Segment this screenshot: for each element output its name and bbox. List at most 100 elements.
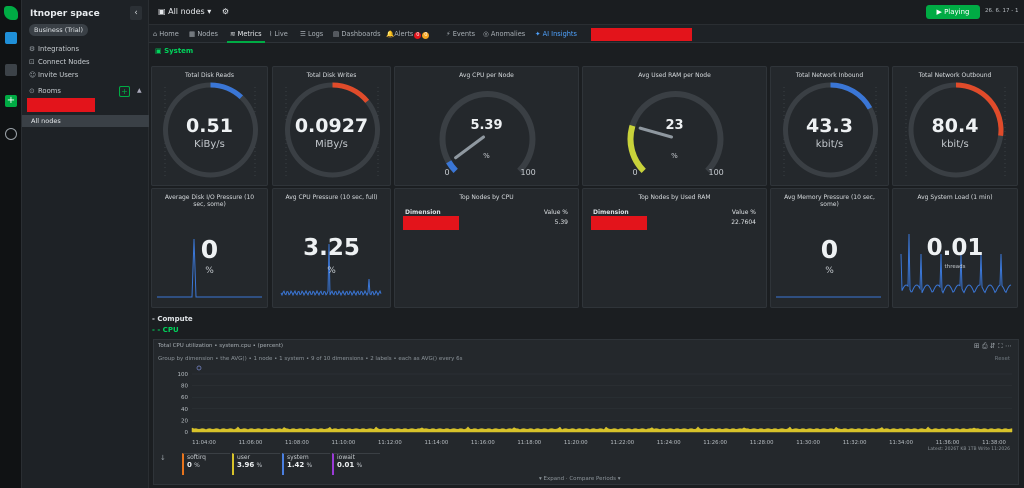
collapse-sidebar-button[interactable]: ‹ [130, 6, 142, 20]
tab-nodes[interactable]: ▦ Nodes [189, 30, 218, 38]
legend-item[interactable]: softirq 0 % [182, 453, 230, 475]
x-tick-label: 11:18:00 [517, 440, 541, 446]
redacted-node[interactable] [403, 216, 459, 230]
table-header-dimension[interactable]: Dimension [593, 209, 629, 216]
tab-alerts[interactable]: 🔔Alerts 0 0 [386, 30, 430, 39]
netdata-logo-icon[interactable] [4, 6, 18, 20]
menu-invite-users[interactable]: ☺ Invite Users [29, 71, 79, 79]
sort-icon[interactable]: ↓ [160, 454, 166, 462]
gauge-panel[interactable]: Total Network Inbound 43.3 kbit/s [770, 66, 889, 186]
tab-events[interactable]: ⚡ Events [446, 30, 476, 38]
gauge-title: Avg CPU per Node [459, 72, 514, 79]
sparkline [280, 243, 382, 297]
menu-integrations[interactable]: ⚙ Integrations [29, 45, 79, 53]
legend-item[interactable]: iowait 0.01 % [332, 453, 380, 475]
settings-icon[interactable] [5, 128, 17, 140]
reset-button[interactable]: Reset [994, 356, 1010, 362]
nodes-icon: ▣ [158, 7, 169, 16]
y-tick-label: 100 [178, 372, 189, 378]
panel-title: Avg System Load (1 min) [917, 194, 993, 201]
playing-button[interactable]: ▶ Playing [926, 5, 980, 19]
redacted-room[interactable] [27, 98, 95, 112]
space-alt-icon[interactable] [5, 64, 17, 76]
cpu-chart-filters[interactable]: Group by dimension • the AVG() • 1 node … [158, 356, 463, 362]
panel-value: 0.01 [926, 235, 984, 261]
alert-warning-badge: 0 [422, 32, 430, 39]
gauge-panel[interactable]: Avg Used RAM per Node 23% 0 100 [582, 66, 767, 186]
x-tick-label: 11:28:00 [750, 440, 774, 446]
metric-panel[interactable]: Top Nodes by CPU Dimension Value % 5.39 [394, 188, 579, 308]
settings-icon: ⚙ [221, 7, 229, 16]
cpu-chart-title: Total CPU utilization • system.cpu • (pe… [158, 343, 284, 349]
metric-panel[interactable]: Avg Memory Pressure (10 sec, some) 0% [770, 188, 889, 308]
icon-rail: + [0, 0, 22, 488]
tab-dashboards[interactable]: ▤ Dashboards [333, 30, 381, 38]
metric-panel[interactable]: Top Nodes by Used RAM Dimension Value % 22.… [582, 188, 767, 308]
gauge-panel[interactable]: Avg CPU per Node 5.39% 0 100 [394, 66, 579, 186]
tab-anomalies[interactable]: ◎ Anomalies [483, 30, 526, 38]
sparkline [157, 238, 262, 298]
legend-name: softirq [187, 454, 206, 461]
gauge-arc [830, 82, 873, 110]
table-header-value[interactable]: Value % [731, 209, 756, 216]
tab-home[interactable]: ⌂ Home [153, 30, 179, 38]
gauge-unit: % [483, 152, 490, 160]
add-space-icon[interactable]: + [5, 95, 17, 107]
x-tick-label: 11:20:00 [564, 440, 588, 446]
gauge-unit: kbit/s [815, 139, 844, 150]
expand-compare-button[interactable]: ▾ Expand · Compare Periods ▾ [539, 476, 621, 482]
menu-connect-nodes[interactable]: ⊡ Connect Nodes [29, 58, 90, 66]
tab-logs[interactable]: ☰ Logs [300, 30, 324, 38]
gauge-unit: % [671, 152, 678, 160]
time-range[interactable]: 26. 6. 17 - 1 [985, 8, 1019, 14]
chevron-up-icon[interactable]: ▲ [137, 87, 142, 94]
gauge-value: 23 [665, 118, 684, 133]
metric-panel[interactable]: Average Disk I/O Pressure (10 sec, some)… [151, 188, 268, 308]
x-tick-label: 11:14:00 [424, 440, 448, 446]
gauge-panel[interactable]: Total Disk Writes 0.0927 MiBy/s [272, 66, 391, 186]
chart-toolbar[interactable]: ⊞ ⎙ ⇵ ⛶ ⋯ [973, 342, 1012, 350]
legend-item[interactable]: user 3.96 % [232, 453, 280, 475]
redacted-node[interactable] [591, 216, 647, 230]
gauge-panel[interactable]: Total Network Outbound 80.4 kbit/s [892, 66, 1018, 186]
metric-panel[interactable]: Avg System Load (1 min) 0.01 threads [892, 188, 1018, 308]
x-tick-label: 11:24:00 [657, 440, 681, 446]
gauge-max: 100 [520, 168, 536, 177]
legend-name: user [237, 454, 251, 461]
space-icon[interactable] [5, 32, 17, 44]
gauge-min: 0 [444, 168, 450, 177]
table-header-value[interactable]: Value % [543, 209, 568, 216]
gauge-value: 5.39 [470, 118, 503, 133]
room-all-nodes[interactable]: All nodes [22, 115, 149, 127]
node-selector[interactable]: ▣ All nodes ▾ ⚙ [158, 7, 229, 16]
add-room-button[interactable]: + [119, 86, 130, 97]
gauge-title: Total Network Outbound [918, 72, 992, 79]
x-tick-label: 11:08:00 [285, 440, 309, 446]
tab-ai-insights[interactable]: ✦ AI Insights [535, 30, 577, 38]
tab-metrics[interactable]: ≋ Metrics [227, 25, 265, 43]
gauge-panel[interactable]: Total Disk Reads 0.51 KiBy/s [151, 66, 268, 186]
tab-live[interactable]: ⌇ Live [269, 30, 288, 38]
panel-unit: % [825, 266, 834, 276]
legend-item[interactable]: system 1.42 % [282, 453, 330, 475]
panel-title: Top Nodes by CPU [459, 194, 514, 201]
redacted-tab[interactable] [591, 28, 692, 41]
x-tick-label: 11:30:00 [796, 440, 820, 446]
x-tick-label: 11:26:00 [703, 440, 727, 446]
legend-unit: % [194, 462, 200, 469]
gauge-track [439, 91, 536, 173]
gauge-arc [955, 82, 1004, 136]
metric-panel[interactable]: Avg CPU Pressure (10 sec, full) 3.25% [272, 188, 391, 308]
gauge-value: 0.51 [186, 115, 233, 137]
panel-unit: % [327, 266, 336, 276]
section-cpu[interactable]: - - CPU [152, 326, 179, 334]
gauge-max: 100 [708, 168, 724, 177]
rooms-header[interactable]: ⊙ Rooms [29, 87, 61, 95]
section-compute[interactable]: - Compute [152, 315, 193, 323]
table-header-dimension[interactable]: Dimension [405, 209, 441, 216]
x-tick-label: 11:32:00 [843, 440, 867, 446]
x-tick-label: 11:38:00 [982, 440, 1006, 446]
section-system[interactable]: ▣ System [155, 47, 194, 55]
table-cell-value: 5.39 [554, 219, 568, 226]
